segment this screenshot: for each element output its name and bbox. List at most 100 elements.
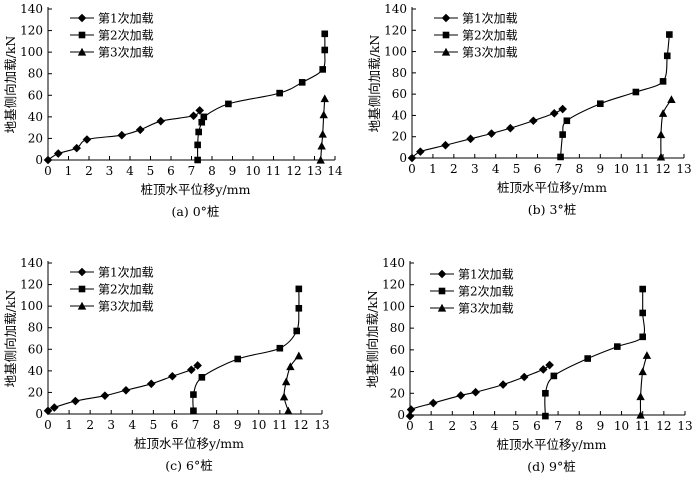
y-tick-label: 120 [382, 278, 405, 292]
legend-marker-3 [441, 47, 451, 56]
y-tick-label: 20 [28, 385, 43, 399]
data-point-series-3 [667, 95, 676, 104]
x-tick-label: 6 [171, 418, 179, 432]
x-tick-label: 1 [65, 418, 73, 432]
y-tick-label: 20 [390, 386, 405, 400]
x-tick-label: 3 [471, 162, 479, 176]
panel-a-0-degree-pile: 0 1 2 3 4 5 6 7 8 9 10 11 12 13 14020406080100120140桩顶… [3, 2, 343, 219]
data-point-series-3 [319, 110, 328, 119]
x-tick-label: 4 [128, 418, 136, 432]
data-point-series-1 [558, 104, 567, 114]
data-point-series-1 [538, 365, 548, 374]
y-tick-label: 20 [28, 131, 43, 145]
y-tick-label: 60 [28, 342, 43, 356]
data-point-series-2 [276, 89, 283, 97]
data-point-series-1 [187, 365, 196, 375]
x-tick-label: 13 [676, 162, 691, 176]
x-tick-label: 7 [555, 162, 563, 176]
data-point-series-1 [72, 143, 81, 153]
y-tick-label: 40 [28, 364, 43, 378]
panel-caption: (d) 9°桩 [527, 459, 575, 474]
legend-marker-2 [442, 31, 450, 39]
data-point-series-3 [636, 392, 645, 401]
data-point-series-3 [656, 152, 666, 161]
data-point-series-1 [519, 372, 529, 382]
legend-label-3: 第3次加载 [462, 46, 518, 60]
panel-caption: (a) 0°桩 [172, 204, 220, 219]
data-point-series-1 [441, 140, 450, 150]
x-tick-label: 6 [533, 419, 541, 433]
panel-b-3-degree-pile: 0 1 2 3 4 5 6 7 8 9 10 11 12 13020406080100120140桩顶水平… [367, 2, 692, 217]
legend-marker-2 [78, 285, 86, 293]
x-tick-label: 3 [107, 418, 115, 432]
panel-c-6-degree-pile: 0 1 2 3 4 5 6 7 8 9 10 11 12 13020406080100120140桩顶水平… [3, 256, 330, 473]
data-point-series-3 [294, 351, 304, 360]
series-line-2 [197, 33, 326, 161]
panel-d-9-degree-pile: 0 1 2 3 4 5 6 7 8 9 10 11 12 13020406080100120140桩顶水平… [365, 256, 693, 474]
legend-marker-2 [78, 31, 86, 39]
data-point-series-3 [318, 129, 327, 138]
data-point-series-2 [194, 156, 201, 164]
x-tick-label: 5 [513, 162, 521, 176]
data-point-series-3 [286, 362, 295, 371]
x-tick-label: 3 [106, 164, 114, 178]
data-point-series-2 [321, 46, 329, 54]
data-point-series-2 [195, 128, 202, 136]
data-point-series-2 [639, 285, 646, 293]
x-tick-label: 8 [576, 162, 584, 176]
x-tick-label: 6 [534, 162, 542, 176]
data-point-series-2 [276, 344, 284, 352]
data-point-series-2 [542, 389, 549, 397]
data-point-series-1 [100, 391, 110, 400]
data-point-series-1 [529, 116, 538, 126]
data-point-series-3 [316, 155, 325, 164]
legend-marker-1 [441, 13, 451, 23]
data-point-series-1 [50, 403, 59, 412]
data-point-series-3 [656, 130, 666, 139]
series-line-2 [560, 34, 670, 157]
data-point-series-2 [200, 113, 208, 121]
data-point-series-1 [117, 130, 127, 140]
x-tick-label: 11 [266, 164, 281, 178]
data-point-series-1 [466, 134, 475, 144]
legend-label-2: 第2次加载 [98, 29, 154, 43]
x-tick-label: 12 [655, 162, 670, 176]
x-tick-label: 1 [427, 419, 435, 433]
y-tick-label: 60 [392, 87, 407, 101]
x-tick-label: 9 [596, 162, 604, 176]
data-point-series-2 [295, 305, 303, 312]
data-point-series-1 [416, 147, 425, 156]
data-point-series-1 [406, 405, 416, 414]
data-point-series-2 [542, 412, 549, 420]
data-point-series-2 [298, 79, 306, 86]
legend-label-2: 第2次加载 [462, 29, 518, 43]
x-tick-label: 4 [126, 164, 134, 178]
x-tick-label: 5 [147, 164, 155, 178]
data-point-series-3 [642, 351, 652, 359]
data-point-series-1 [456, 391, 466, 400]
data-point-series-1 [498, 380, 508, 389]
data-point-series-2 [597, 100, 604, 108]
data-point-series-2 [295, 285, 303, 293]
series-line-2 [544, 289, 646, 417]
x-tick-label: 11 [635, 162, 650, 176]
data-point-series-1 [549, 109, 559, 118]
x-axis-title: 桩顶水平位移y/mm [497, 180, 607, 195]
x-tick-label: 2 [86, 418, 94, 432]
y-tick-label: 80 [28, 321, 43, 335]
x-tick-label: 7 [554, 419, 562, 433]
x-axis-title: 桩顶水平位移y/mm [141, 182, 251, 197]
x-tick-label: 10 [245, 164, 260, 178]
series-line-3 [660, 99, 672, 157]
data-point-series-3 [636, 410, 645, 419]
x-tick-label: 6 [167, 164, 175, 178]
y-tick-label: 0 [35, 407, 43, 421]
data-point-series-3 [317, 141, 326, 150]
data-point-series-2 [190, 407, 197, 415]
y-tick-label: 60 [28, 88, 43, 102]
y-tick-label: 140 [20, 256, 43, 270]
x-tick-label: 5 [150, 418, 158, 432]
legend-marker-3 [77, 47, 87, 56]
data-point-series-3 [320, 94, 329, 103]
data-point-series-1 [53, 149, 63, 158]
